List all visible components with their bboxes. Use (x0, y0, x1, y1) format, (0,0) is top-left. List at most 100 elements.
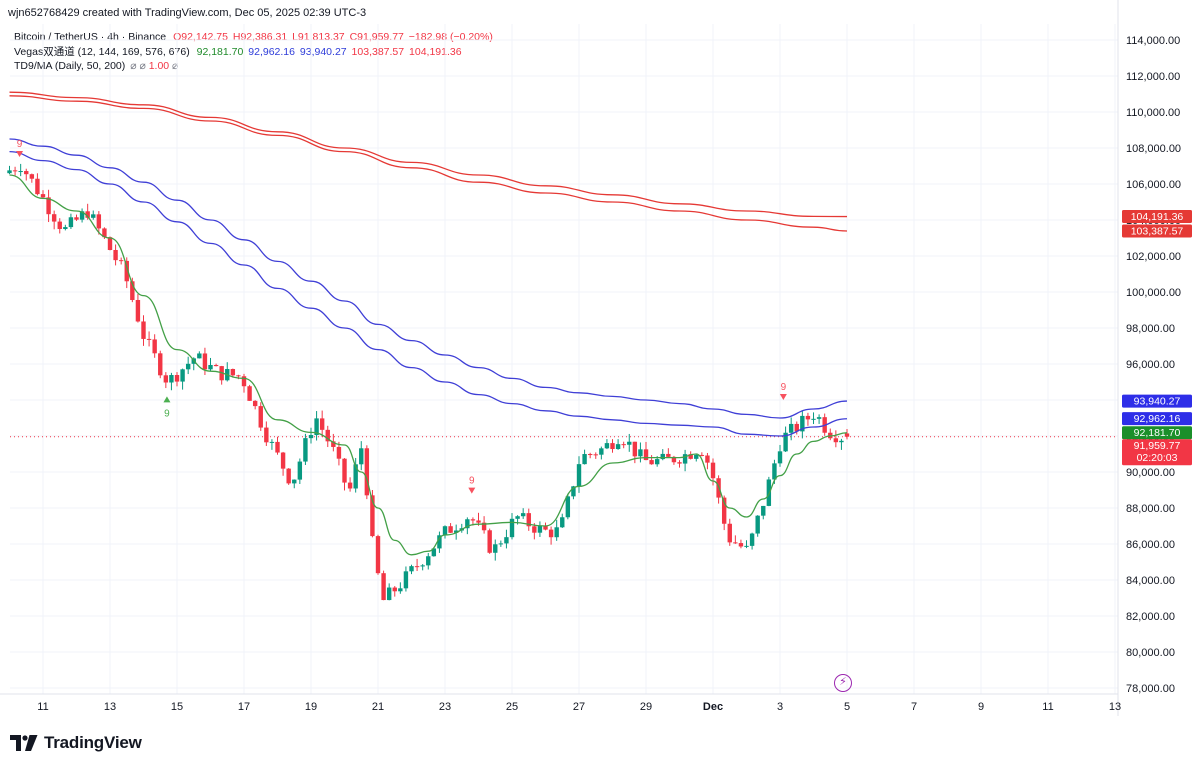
legend-td9-empty-2: ⌀ (139, 60, 146, 72)
candle-body (839, 440, 844, 443)
legend-vegas-label: Vegas双通道 (12, 144, 169, 576, 676) (14, 45, 190, 58)
candle-body (420, 565, 425, 567)
x-tick-label: 11 (37, 701, 48, 713)
candle-body (308, 435, 314, 439)
candle-body (51, 214, 57, 222)
price-label-tag: 93,940.27 (1122, 394, 1192, 408)
candle-body (548, 529, 554, 538)
candle-body (336, 446, 342, 459)
candle-body (18, 171, 23, 173)
candle-body (403, 571, 409, 589)
candle-body (599, 448, 604, 455)
x-tick-label: 19 (305, 701, 317, 713)
x-tick-label: 21 (372, 701, 384, 713)
candle-body (24, 171, 29, 175)
candle-body (286, 468, 291, 484)
x-tick-label: 11 (1042, 701, 1053, 713)
candle-body (526, 513, 531, 527)
candle-body (565, 496, 571, 518)
candle-body (252, 400, 258, 407)
legend-td9-row[interactable]: TD9/MA (Daily, 50, 200) ⌀ ⌀ 1.00 ⌀ (14, 59, 493, 74)
candle-body (275, 441, 280, 453)
candle-body (197, 353, 202, 359)
candle-body (46, 197, 51, 215)
price-label-text: 93,940.27 (1134, 396, 1181, 408)
candle-body (68, 217, 74, 228)
price-label-tag: 103,387.57 (1122, 224, 1192, 238)
candle-body (96, 214, 102, 229)
candle-body (805, 415, 811, 420)
legend-td9-empty-1: ⌀ (130, 60, 137, 72)
candle-body (593, 454, 598, 456)
candle-body (91, 214, 96, 218)
candle-body (493, 544, 498, 553)
candle-body (135, 300, 141, 322)
y-tick-label: 100,000.00 (1126, 287, 1181, 299)
candle-body (705, 455, 710, 463)
candle-body (710, 462, 716, 479)
ema-line-ema-169 (9, 138, 848, 419)
x-tick-label: 7 (911, 701, 917, 713)
candle-body (755, 515, 760, 534)
price-label-tag: 92,181.70 (1122, 426, 1192, 440)
candle-body (353, 464, 358, 489)
y-tick-label: 112,000.00 (1126, 71, 1180, 83)
candle-body (749, 533, 755, 546)
candle-body (560, 517, 565, 528)
candle-body (29, 174, 35, 179)
candle-body (777, 451, 783, 464)
candle-body (230, 369, 236, 376)
candle-body (409, 566, 414, 572)
candle-body (571, 486, 576, 497)
candle-body (130, 281, 135, 301)
price-label-text: 104,191.36 (1131, 211, 1184, 223)
candle-body (811, 418, 816, 420)
candle-body (733, 542, 738, 544)
candle-body (258, 406, 263, 428)
candle-body (364, 448, 370, 496)
candle-body (476, 520, 481, 523)
candle-body (79, 211, 85, 220)
candle-body (761, 505, 766, 516)
candle-body (118, 260, 124, 262)
tradingview-logo: TradingView (10, 731, 142, 755)
candle-body (386, 587, 392, 601)
legend-vegas-row[interactable]: Vegas双通道 (12, 144, 169, 576, 676) 92,181… (14, 45, 493, 60)
price-label-tag: 104,191.36 (1122, 210, 1192, 224)
candle-body (772, 463, 777, 480)
tradingview-logo-text: TradingView (44, 733, 142, 752)
x-tick-label: 5 (844, 701, 850, 713)
candle-body (453, 530, 459, 533)
y-tick-label: 86,000.00 (1126, 539, 1175, 551)
candle-body (448, 526, 453, 533)
price-label-bg (1122, 224, 1192, 238)
candle-body (682, 454, 688, 464)
y-tick-label: 96,000.00 (1126, 359, 1175, 371)
x-tick-label: 13 (104, 701, 116, 713)
candle-body (107, 237, 113, 250)
candle-body (264, 427, 269, 443)
candle-body (303, 438, 308, 462)
candle-body (582, 454, 587, 465)
legend-vegas-ema676: 104,191.36 (409, 45, 462, 58)
candle-body (520, 513, 526, 517)
candle-body (12, 170, 18, 172)
candle-body (688, 454, 693, 459)
candle-body (241, 376, 247, 387)
td9-sell-marker (779, 394, 787, 400)
x-tick-label: 23 (439, 701, 451, 713)
candle-body (169, 375, 174, 383)
price-label-bg (1122, 412, 1192, 426)
candle-body (7, 170, 12, 174)
y-tick-label: 78,000.00 (1126, 683, 1175, 695)
candle-body (643, 449, 649, 461)
lightning-icon[interactable]: ⚡ (834, 674, 852, 692)
candle-body (163, 375, 169, 383)
candle-body (174, 375, 180, 382)
candle-body (816, 417, 822, 419)
candle-body (587, 454, 593, 456)
candle-body (442, 526, 448, 536)
candle-body (621, 444, 626, 446)
tradingview-logo-icon (10, 735, 38, 751)
